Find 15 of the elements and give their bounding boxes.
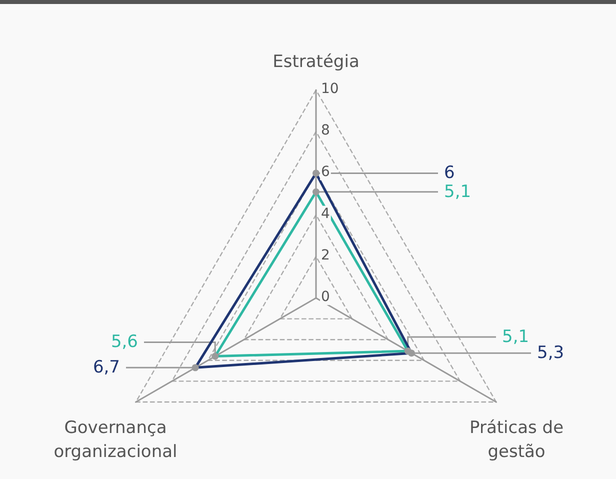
y-tick-label: 0 xyxy=(321,289,330,305)
y-tick-label: 10 xyxy=(321,81,339,97)
spoke-label: Estratégia xyxy=(272,52,360,72)
data-label: 5,1 xyxy=(444,182,472,202)
data-label: 6 xyxy=(444,163,455,184)
data-label: 6,7 xyxy=(92,358,120,378)
data-label: 5,1 xyxy=(502,327,530,348)
spoke-label: Práticas de gestão xyxy=(470,418,564,462)
y-tick-label: 4 xyxy=(321,206,330,222)
y-tick-label: 6 xyxy=(321,164,330,180)
data-label: 5,6 xyxy=(110,332,138,352)
y-tick-label: 2 xyxy=(321,247,330,264)
y-tick-label: 8 xyxy=(321,122,330,139)
spoke-label: Governança organizacional xyxy=(54,418,178,462)
data-label: 5,3 xyxy=(537,343,564,364)
